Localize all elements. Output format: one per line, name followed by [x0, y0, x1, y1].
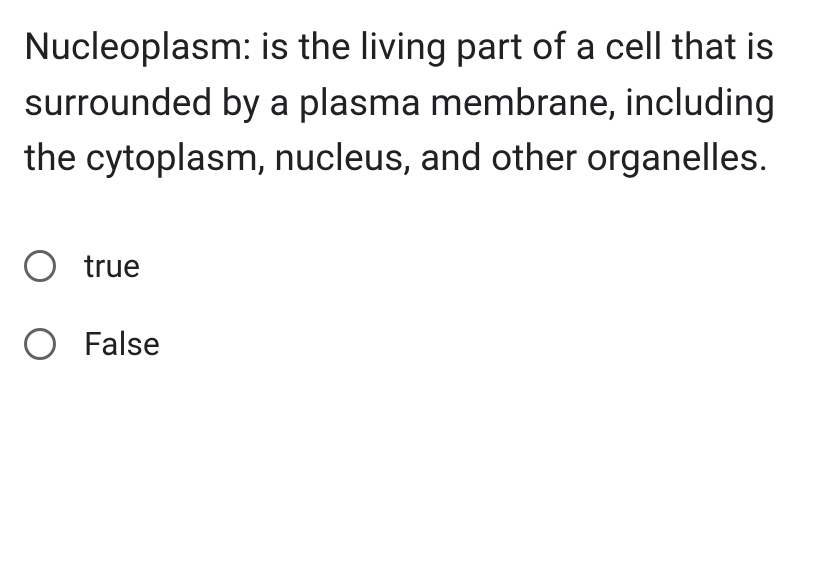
option-true[interactable]: true: [24, 247, 814, 285]
option-false[interactable]: False: [24, 325, 814, 363]
options-group: true False: [24, 247, 814, 363]
radio-icon: [24, 328, 56, 360]
option-label: true: [84, 247, 140, 285]
radio-icon: [24, 250, 56, 282]
option-label: False: [84, 325, 160, 363]
question-text: Nucleoplasm: is the living part of a cel…: [24, 20, 814, 187]
